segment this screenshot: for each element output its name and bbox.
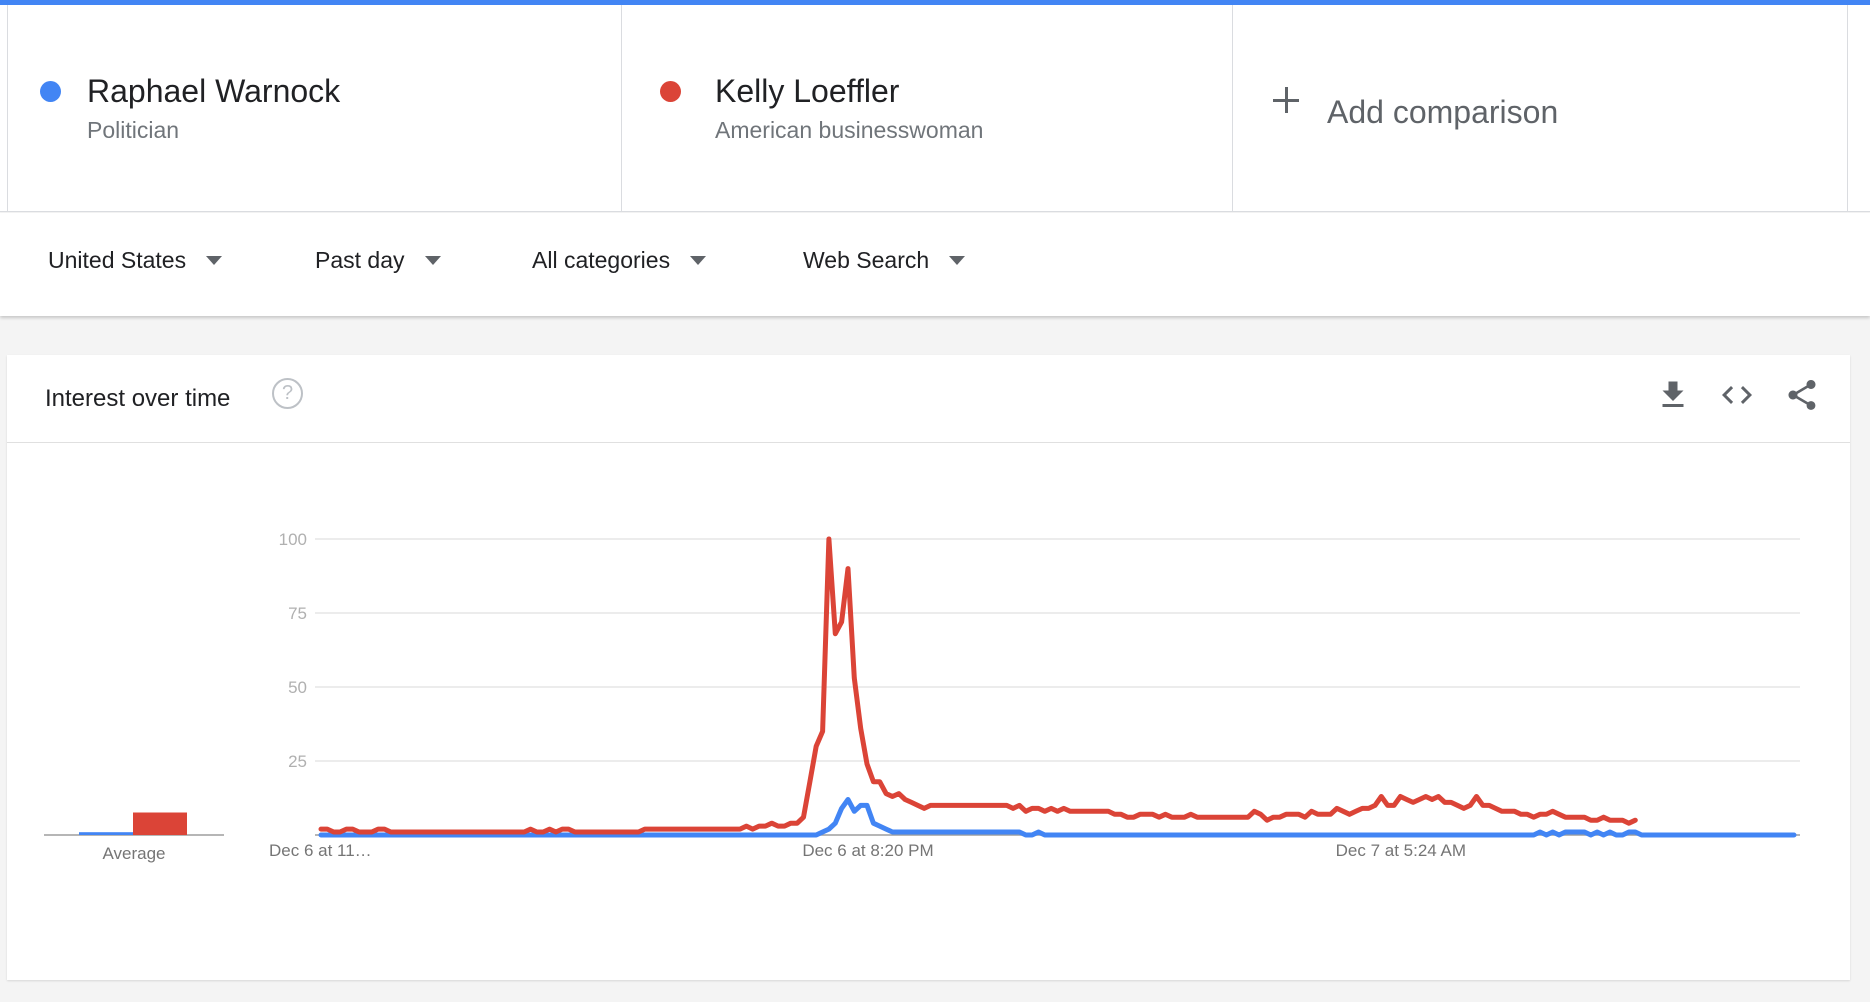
x-tick-label: Dec 7 at 5:24 AM: [1336, 841, 1466, 860]
embed-code-icon[interactable]: [1719, 377, 1755, 413]
y-tick-label: 50: [288, 678, 307, 697]
plus-icon: [1273, 87, 1299, 113]
help-icon[interactable]: ?: [272, 378, 303, 409]
series-color-dot-icon: [660, 81, 681, 102]
comparison-bar: Raphael Warnock Politician Kelly Loeffle…: [0, 5, 1870, 212]
term-subtitle: American businesswoman: [715, 117, 984, 143]
series-color-dot-icon: [40, 81, 61, 102]
add-comparison-label: Add comparison: [1327, 94, 1559, 130]
card-header: Interest over time ?: [7, 355, 1850, 443]
term-subtitle: Politician: [87, 117, 180, 143]
add-comparison-button[interactable]: Add comparison: [1232, 5, 1848, 212]
dropdown-caret-icon: [949, 256, 966, 265]
comparison-term-loeffler[interactable]: Kelly Loeffler American businesswoman: [621, 5, 1232, 212]
series-line-loeffler[interactable]: [318, 536, 1638, 835]
search-type-dropdown[interactable]: Web Search: [803, 247, 966, 274]
dropdown-caret-icon: [424, 256, 441, 265]
average-bar-loeffler: [133, 812, 187, 835]
dropdown-caret-icon: [690, 256, 707, 265]
average-bar-warnock: [79, 832, 133, 835]
average-label: Average: [102, 844, 165, 863]
share-icon[interactable]: [1784, 377, 1820, 413]
top-accent-bar: [0, 0, 1870, 5]
download-icon[interactable]: [1655, 377, 1691, 413]
x-tick-label: Dec 6 at 8:20 PM: [802, 841, 933, 860]
dropdown-caret-icon: [206, 256, 223, 265]
comparison-term-warnock[interactable]: Raphael Warnock Politician: [7, 5, 621, 212]
y-tick-label: 100: [279, 530, 307, 549]
search-type-value: Web Search: [803, 247, 930, 273]
time-range-value: Past day: [315, 247, 405, 273]
category-dropdown[interactable]: All categories: [532, 247, 707, 274]
region-value: United States: [48, 247, 187, 273]
term-name: Raphael Warnock: [87, 73, 341, 109]
y-tick-label: 25: [288, 752, 307, 771]
time-range-dropdown[interactable]: Past day: [315, 247, 441, 274]
interest-over-time-card: Interest over time ? 100 75 50 25 Average D…: [7, 355, 1850, 980]
category-value: All categories: [532, 247, 671, 273]
interest-over-time-chart: 100 75 50 25 Average Dec 6 at 11… Dec 6 at 8…: [44, 530, 1800, 863]
term-name: Kelly Loeffler: [715, 73, 900, 109]
card-title: Interest over time: [45, 385, 231, 412]
region-dropdown[interactable]: United States: [48, 247, 223, 274]
y-tick-label: 75: [288, 604, 307, 623]
x-tick-label: Dec 6 at 11…: [269, 841, 372, 860]
series-line-warnock[interactable]: [318, 797, 1797, 838]
filter-bar: United States Past day All categories We…: [0, 213, 1870, 316]
